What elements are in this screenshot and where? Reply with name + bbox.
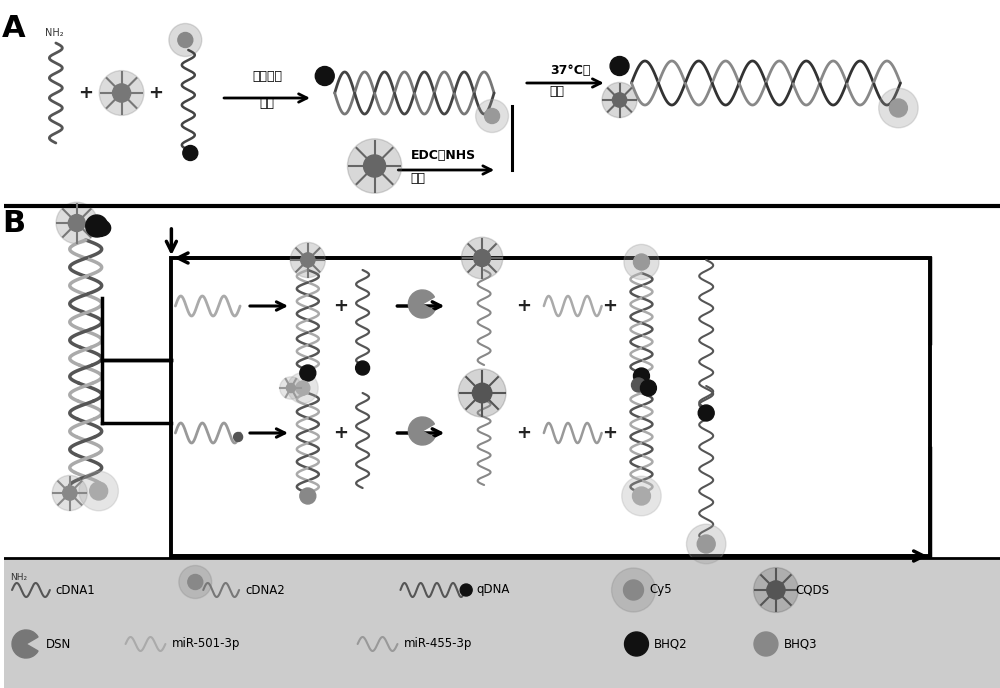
Circle shape bbox=[79, 471, 118, 510]
Circle shape bbox=[624, 580, 643, 600]
Text: NH₂: NH₂ bbox=[10, 574, 28, 583]
Text: +: + bbox=[78, 84, 93, 102]
Circle shape bbox=[460, 584, 472, 596]
Circle shape bbox=[234, 433, 243, 442]
Circle shape bbox=[612, 568, 655, 612]
Text: NH₂: NH₂ bbox=[45, 28, 63, 38]
Circle shape bbox=[52, 475, 87, 510]
Text: +: + bbox=[602, 424, 617, 442]
Circle shape bbox=[754, 568, 798, 612]
Circle shape bbox=[610, 56, 629, 76]
Text: BHQ3: BHQ3 bbox=[784, 638, 817, 650]
Text: +: + bbox=[516, 424, 531, 442]
Circle shape bbox=[178, 32, 193, 47]
Circle shape bbox=[63, 486, 77, 500]
Text: Cy5: Cy5 bbox=[649, 583, 672, 596]
FancyBboxPatch shape bbox=[4, 558, 1000, 688]
Text: +: + bbox=[333, 297, 348, 315]
Circle shape bbox=[474, 250, 491, 266]
Circle shape bbox=[364, 155, 386, 177]
Circle shape bbox=[280, 377, 302, 399]
Text: 杂交: 杂交 bbox=[259, 96, 274, 109]
Circle shape bbox=[767, 581, 785, 599]
Circle shape bbox=[754, 632, 778, 656]
Circle shape bbox=[632, 378, 645, 392]
Text: qDNA: qDNA bbox=[476, 583, 510, 596]
Circle shape bbox=[612, 93, 627, 107]
Circle shape bbox=[461, 237, 503, 279]
Circle shape bbox=[68, 215, 85, 231]
Text: +: + bbox=[333, 424, 348, 442]
Text: miR-455-3p: miR-455-3p bbox=[403, 638, 472, 650]
Circle shape bbox=[698, 405, 714, 421]
Circle shape bbox=[290, 242, 325, 277]
Circle shape bbox=[300, 488, 316, 504]
Wedge shape bbox=[408, 290, 434, 318]
Circle shape bbox=[485, 109, 500, 124]
Circle shape bbox=[99, 71, 144, 116]
Text: cDNA1: cDNA1 bbox=[56, 583, 96, 596]
Wedge shape bbox=[12, 630, 38, 658]
Circle shape bbox=[633, 368, 649, 384]
Text: DSN: DSN bbox=[46, 638, 71, 650]
Text: A: A bbox=[2, 14, 26, 43]
Circle shape bbox=[686, 524, 726, 563]
Circle shape bbox=[624, 244, 659, 279]
Circle shape bbox=[301, 253, 315, 267]
Text: +: + bbox=[516, 297, 531, 315]
Text: 高温退火: 高温退火 bbox=[252, 69, 282, 83]
Text: CQDS: CQDS bbox=[796, 583, 830, 596]
Ellipse shape bbox=[89, 219, 111, 237]
Circle shape bbox=[288, 373, 318, 403]
Text: 震荡: 震荡 bbox=[550, 85, 565, 98]
Circle shape bbox=[472, 383, 492, 402]
Circle shape bbox=[179, 566, 212, 599]
Circle shape bbox=[879, 88, 918, 128]
Circle shape bbox=[286, 383, 295, 393]
Circle shape bbox=[315, 67, 334, 85]
Text: B: B bbox=[2, 208, 26, 237]
Circle shape bbox=[625, 632, 648, 656]
Circle shape bbox=[188, 574, 203, 590]
Circle shape bbox=[90, 482, 108, 500]
Circle shape bbox=[602, 83, 637, 118]
Circle shape bbox=[347, 139, 402, 193]
Text: BHQ2: BHQ2 bbox=[653, 638, 687, 650]
Circle shape bbox=[697, 535, 715, 553]
Circle shape bbox=[632, 487, 650, 505]
Circle shape bbox=[356, 361, 370, 375]
Circle shape bbox=[56, 202, 97, 244]
Circle shape bbox=[183, 145, 198, 160]
Circle shape bbox=[889, 99, 907, 117]
Circle shape bbox=[169, 23, 202, 56]
Circle shape bbox=[300, 365, 316, 381]
Circle shape bbox=[296, 381, 310, 395]
Text: 活化: 活化 bbox=[410, 171, 425, 184]
Circle shape bbox=[622, 476, 661, 516]
Circle shape bbox=[86, 215, 108, 237]
Circle shape bbox=[640, 380, 656, 396]
Circle shape bbox=[476, 100, 509, 133]
Circle shape bbox=[458, 369, 506, 417]
Text: cDNA2: cDNA2 bbox=[245, 583, 285, 596]
Wedge shape bbox=[408, 417, 434, 445]
Text: EDC、NHS: EDC、NHS bbox=[410, 149, 476, 162]
Text: miR-501-3p: miR-501-3p bbox=[171, 638, 240, 650]
Text: +: + bbox=[602, 297, 617, 315]
Text: 37°C、: 37°C、 bbox=[550, 63, 590, 76]
Text: +: + bbox=[148, 84, 163, 102]
Circle shape bbox=[113, 84, 131, 102]
Circle shape bbox=[633, 254, 649, 270]
